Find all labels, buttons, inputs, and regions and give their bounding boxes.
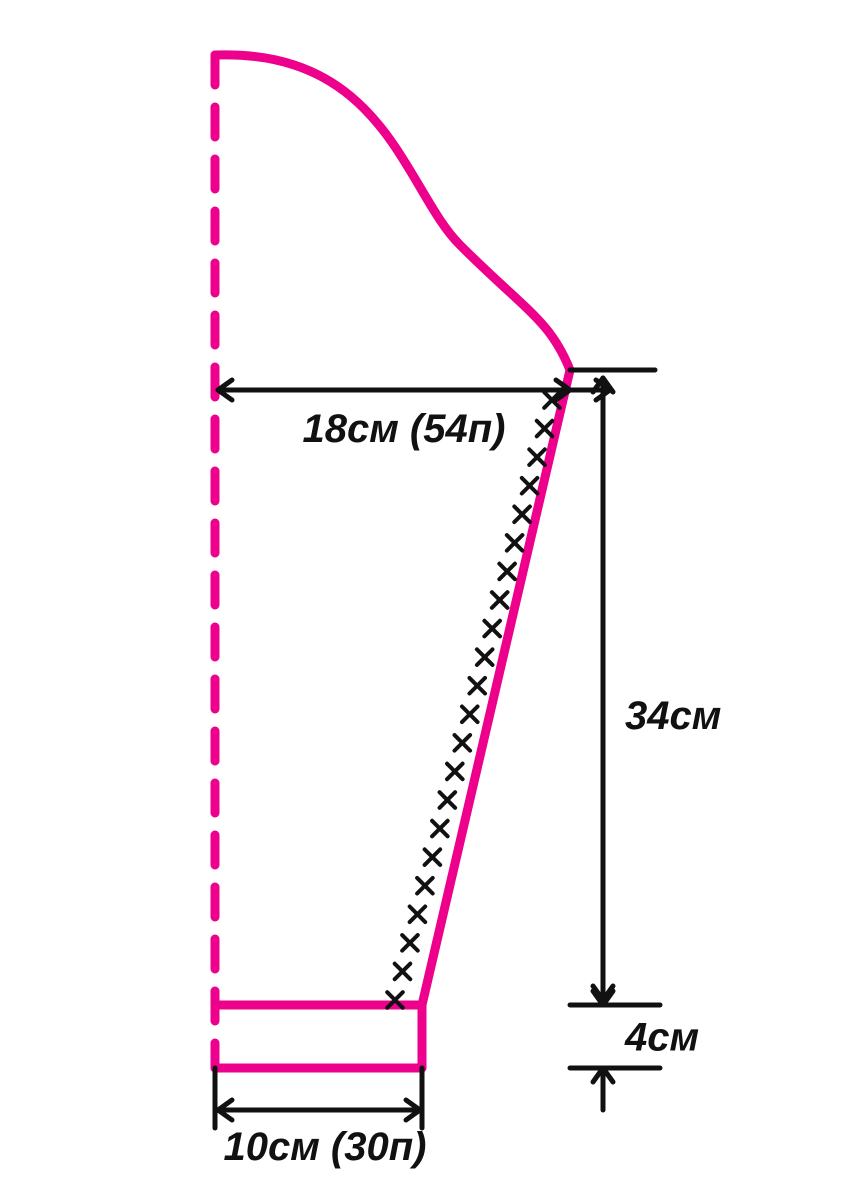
label-width-bottom: 10см (30п) bbox=[223, 1125, 426, 1169]
pattern-outline bbox=[215, 55, 570, 1068]
decrease-cross bbox=[379, 984, 410, 1015]
decrease-marks bbox=[379, 384, 567, 1015]
underarm-seam bbox=[422, 370, 570, 1005]
decrease-cross bbox=[439, 756, 470, 787]
label-height-right: 34см bbox=[625, 694, 721, 738]
decrease-cross bbox=[394, 927, 425, 958]
decrease-cross bbox=[417, 842, 448, 873]
sleeve-cap-curve bbox=[215, 55, 570, 370]
label-width-top: 18см (54п) bbox=[302, 407, 505, 451]
decrease-cross bbox=[424, 813, 455, 844]
label-cuff-height: 4см bbox=[624, 1016, 699, 1060]
decrease-cross bbox=[402, 899, 433, 930]
decrease-cross bbox=[432, 784, 463, 815]
decrease-cross bbox=[462, 670, 493, 701]
decrease-cross bbox=[409, 870, 440, 901]
decrease-cross bbox=[447, 727, 478, 758]
sleeve-pattern-diagram: 18см (54п) 34см 4см 10см (30п) bbox=[0, 0, 849, 1200]
decrease-cross bbox=[469, 642, 500, 673]
decrease-cross bbox=[454, 699, 485, 730]
dimension-lines bbox=[215, 370, 660, 1128]
decrease-cross bbox=[387, 956, 418, 987]
